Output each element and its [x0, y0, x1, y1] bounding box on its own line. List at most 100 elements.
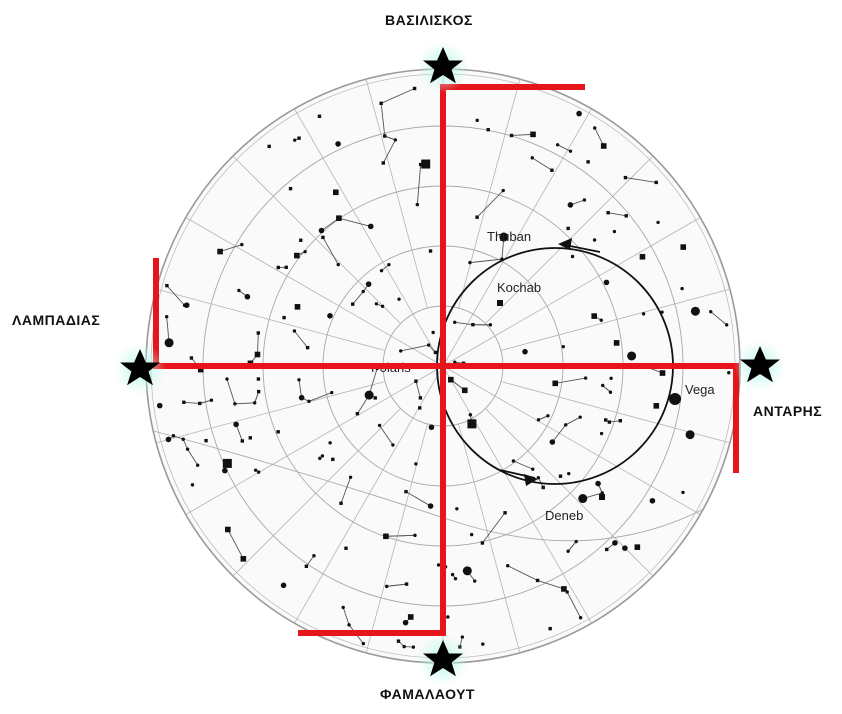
star	[561, 586, 567, 592]
star	[427, 343, 430, 346]
star	[222, 468, 228, 474]
star	[531, 156, 534, 159]
star	[569, 149, 572, 152]
star	[331, 458, 334, 461]
star	[462, 387, 468, 393]
star	[394, 138, 397, 141]
star	[604, 280, 610, 286]
star	[368, 224, 374, 230]
star	[548, 627, 551, 630]
star	[277, 266, 280, 269]
star	[365, 391, 374, 400]
star	[165, 284, 168, 287]
star	[253, 401, 256, 404]
star	[571, 255, 574, 258]
star	[542, 486, 545, 489]
star	[294, 253, 300, 259]
star	[281, 583, 287, 589]
star	[619, 419, 622, 422]
star	[601, 143, 607, 149]
star	[414, 380, 417, 383]
star	[434, 351, 437, 354]
star	[471, 323, 474, 326]
star	[223, 459, 232, 468]
star	[686, 430, 695, 439]
star	[319, 228, 325, 234]
star	[691, 307, 700, 316]
star	[503, 511, 506, 514]
star	[609, 377, 612, 380]
star	[622, 545, 628, 551]
star	[605, 548, 608, 551]
star	[307, 400, 310, 403]
star	[473, 579, 476, 582]
star	[165, 315, 168, 318]
star	[579, 415, 582, 418]
star	[481, 541, 484, 544]
star	[303, 250, 306, 253]
star	[537, 418, 540, 421]
star	[289, 187, 292, 190]
star	[351, 302, 354, 305]
kochab-label: Kochab	[497, 280, 541, 295]
star	[446, 615, 449, 618]
star	[257, 377, 260, 380]
star	[405, 582, 408, 585]
star	[566, 227, 569, 230]
star	[680, 244, 686, 250]
star	[335, 141, 341, 147]
star	[191, 483, 194, 486]
star	[397, 639, 400, 642]
star	[399, 349, 402, 352]
star	[336, 215, 342, 221]
star	[609, 391, 612, 394]
star	[600, 319, 603, 322]
star	[356, 412, 359, 415]
star	[403, 620, 409, 626]
star	[333, 189, 339, 195]
star	[566, 549, 569, 552]
star	[564, 423, 567, 426]
black-star-icon	[734, 340, 786, 392]
star	[404, 490, 407, 493]
star	[531, 467, 534, 470]
star	[455, 507, 458, 510]
star	[546, 414, 549, 417]
star	[240, 243, 243, 246]
star	[257, 390, 260, 393]
deneb-star	[599, 494, 605, 500]
star	[451, 573, 454, 576]
star	[299, 395, 305, 401]
star	[613, 230, 616, 233]
star	[241, 556, 247, 562]
star	[225, 377, 228, 380]
star	[267, 145, 270, 148]
star	[428, 503, 434, 509]
star	[337, 263, 340, 266]
star	[650, 498, 656, 504]
star	[467, 419, 476, 428]
label-bottom: ΦΑΜΑΛΑΟΥΤ	[380, 686, 475, 702]
star	[166, 437, 172, 443]
star	[408, 614, 414, 620]
star	[210, 399, 213, 402]
star	[217, 249, 223, 255]
star	[198, 402, 201, 405]
star	[595, 481, 601, 487]
star	[614, 340, 620, 346]
star	[463, 566, 472, 575]
star	[709, 310, 712, 313]
star	[374, 396, 377, 399]
star	[574, 540, 577, 543]
star	[414, 462, 417, 465]
thuban-label: Thuban	[487, 229, 531, 244]
star	[510, 134, 513, 137]
star	[530, 132, 536, 138]
star	[431, 331, 434, 334]
label-right: ΑΝΤΑΡΗΣ	[753, 403, 822, 419]
star	[321, 454, 324, 457]
star	[297, 136, 300, 139]
star	[475, 119, 478, 122]
star	[241, 439, 244, 442]
star	[681, 491, 684, 494]
